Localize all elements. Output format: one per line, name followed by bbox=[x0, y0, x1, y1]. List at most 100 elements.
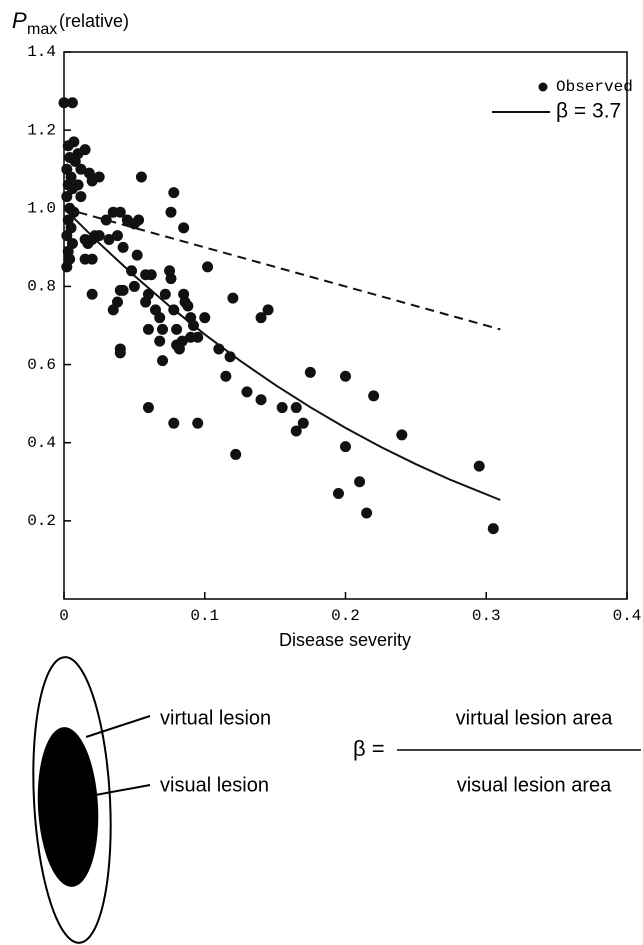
data-point bbox=[297, 417, 309, 429]
data-point bbox=[227, 292, 239, 304]
y-tick-label: 1.4 bbox=[27, 43, 56, 61]
data-point bbox=[61, 261, 73, 273]
data-point bbox=[304, 366, 316, 378]
x-tick-label: 0.2 bbox=[331, 607, 360, 625]
data-point bbox=[290, 425, 302, 437]
data-point bbox=[361, 507, 373, 519]
y-tick-label: 1.0 bbox=[27, 200, 56, 218]
data-point bbox=[61, 191, 73, 203]
data-point bbox=[262, 304, 274, 316]
data-point bbox=[86, 253, 98, 265]
data-point bbox=[131, 249, 143, 261]
data-point bbox=[159, 288, 171, 300]
data-point bbox=[178, 222, 190, 234]
data-point bbox=[171, 323, 183, 335]
outer-label: virtual lesion bbox=[160, 707, 271, 729]
formula-denominator: visual lesion area bbox=[457, 774, 612, 796]
lesion-diagram: virtual lesion visual lesion β = virtual… bbox=[32, 656, 641, 944]
data-point bbox=[114, 206, 126, 218]
data-point bbox=[176, 335, 188, 347]
data-point bbox=[133, 214, 145, 226]
data-point bbox=[93, 230, 105, 242]
leader-line bbox=[85, 715, 151, 738]
data-point bbox=[157, 355, 169, 367]
data-point bbox=[165, 206, 177, 218]
data-point bbox=[68, 136, 80, 148]
data-point bbox=[168, 417, 180, 429]
data-point bbox=[202, 261, 214, 273]
x-tick-label: 0.4 bbox=[613, 607, 642, 625]
y-label-subscript: max bbox=[27, 21, 57, 38]
data-point bbox=[332, 488, 344, 500]
data-point bbox=[117, 241, 129, 253]
leader-line bbox=[89, 784, 151, 797]
data-point bbox=[140, 296, 152, 308]
data-point bbox=[111, 230, 123, 242]
data-point bbox=[199, 312, 211, 324]
data-point bbox=[157, 323, 169, 335]
legend-label: β = 3.7 bbox=[556, 100, 621, 123]
y-label-symbol: P bbox=[12, 8, 27, 33]
data-point bbox=[473, 460, 485, 472]
data-point bbox=[79, 144, 91, 156]
data-point bbox=[93, 171, 105, 183]
visual-lesion-shape bbox=[37, 727, 99, 887]
data-point bbox=[145, 269, 157, 281]
x-tick-label: 0 bbox=[59, 607, 69, 625]
data-point bbox=[75, 191, 87, 203]
formula-symbol: β = bbox=[353, 736, 385, 761]
data-point bbox=[220, 370, 232, 382]
y-tick-label: 0.8 bbox=[27, 278, 56, 296]
data-point bbox=[165, 273, 177, 285]
legend-label: Observed bbox=[556, 78, 633, 96]
x-label: Disease severity bbox=[279, 630, 411, 650]
y-tick-label: 0.2 bbox=[27, 512, 56, 530]
data-point bbox=[255, 312, 267, 324]
data-point bbox=[340, 370, 351, 382]
data-point bbox=[61, 230, 73, 242]
y-tick-label: 0.6 bbox=[27, 356, 56, 374]
data-point bbox=[276, 402, 288, 414]
data-point bbox=[168, 187, 180, 199]
data-point bbox=[72, 179, 84, 191]
data-point bbox=[182, 300, 194, 312]
data-point bbox=[142, 402, 154, 414]
formula-numerator: virtual lesion area bbox=[456, 707, 614, 729]
data-point bbox=[142, 323, 154, 335]
data-point bbox=[290, 402, 302, 414]
data-point bbox=[340, 441, 351, 453]
data-point bbox=[368, 390, 380, 402]
data-point bbox=[396, 429, 408, 441]
data-point bbox=[111, 296, 123, 308]
data-point bbox=[66, 97, 78, 109]
x-tick-label: 0.3 bbox=[472, 607, 501, 625]
data-point bbox=[154, 312, 166, 324]
data-point bbox=[103, 234, 115, 246]
data-point bbox=[117, 284, 129, 296]
data-point bbox=[154, 335, 166, 347]
inner-label: visual lesion bbox=[160, 774, 269, 796]
data-point bbox=[114, 347, 126, 359]
data-point bbox=[241, 386, 253, 398]
data-point bbox=[135, 171, 147, 183]
y-tick-label: 1.2 bbox=[27, 121, 56, 139]
y-label-suffix: (relative) bbox=[59, 11, 129, 31]
data-point bbox=[255, 394, 267, 406]
y-tick-label: 0.4 bbox=[27, 434, 56, 452]
data-point bbox=[192, 417, 204, 429]
data-point bbox=[100, 214, 112, 226]
data-point bbox=[192, 331, 204, 343]
x-tick-label: 0.1 bbox=[190, 607, 219, 625]
legend-marker bbox=[538, 82, 548, 92]
reference-line bbox=[63, 207, 501, 331]
data-point bbox=[75, 163, 87, 175]
data-point bbox=[354, 476, 366, 488]
data-point bbox=[58, 97, 70, 109]
data-point bbox=[224, 351, 236, 363]
data-point bbox=[86, 288, 98, 300]
virtual-lesion-shape bbox=[32, 656, 112, 944]
data-point bbox=[128, 280, 140, 292]
data-point bbox=[126, 265, 138, 277]
data-point bbox=[487, 523, 499, 535]
